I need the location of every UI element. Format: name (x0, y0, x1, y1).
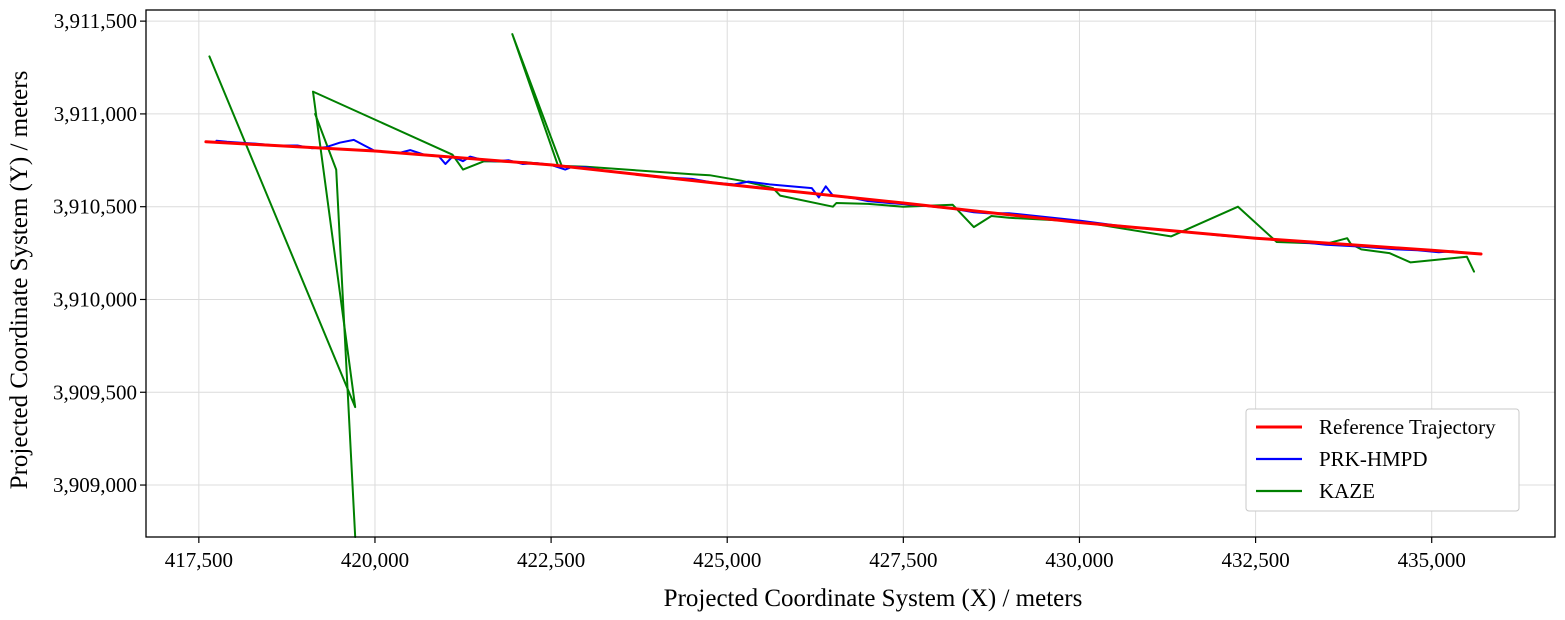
x-tick-label: 420,000 (341, 548, 409, 572)
x-tick-label: 435,000 (1398, 548, 1466, 572)
legend-label-reference: Reference Trajectory (1319, 415, 1496, 439)
x-tick-label: 430,000 (1045, 548, 1113, 572)
y-tick-label: 3,910,500 (53, 195, 137, 219)
x-axis-title: Projected Coordinate System (X) / meters (664, 585, 1083, 612)
y-tick-label: 3,911,500 (54, 9, 137, 33)
x-tick-label: 432,500 (1221, 548, 1289, 572)
y-axis-title: Projected Coordinate System (Y) / meters (6, 71, 33, 490)
series-line-kaze-segment (314, 112, 357, 538)
legend-box (1245, 408, 1520, 512)
legend-label-prk-hmpd: PRK-HMPD (1319, 447, 1428, 471)
series-layer (204, 33, 1483, 538)
x-tick-label: 425,000 (693, 548, 761, 572)
series-line-kaze (208, 33, 1475, 409)
legend: Reference Trajectory PRK-HMPD KAZE (1245, 408, 1520, 512)
x-tick-label: 427,500 (869, 548, 937, 572)
x-axis-ticks: 417,500 420,000 422,500 425,000 427,500 430,0… (165, 537, 1466, 572)
series-line-reference (204, 140, 1483, 256)
legend-label-kaze: KAZE (1319, 479, 1375, 503)
grid-lines (146, 10, 1555, 537)
plot-frame (145, 9, 1556, 538)
x-tick-label: 417,500 (165, 548, 233, 572)
y-axis-ticks: 3,909,000 3,909,500 3,910,000 3,910,500 3,91… (53, 9, 146, 497)
y-tick-label: 3,911,000 (54, 102, 137, 126)
y-tick-label: 3,909,500 (53, 380, 137, 404)
x-tick-label: 422,500 (517, 548, 585, 572)
y-tick-label: 3,909,000 (53, 473, 137, 497)
y-tick-label: 3,910,000 (53, 287, 137, 311)
